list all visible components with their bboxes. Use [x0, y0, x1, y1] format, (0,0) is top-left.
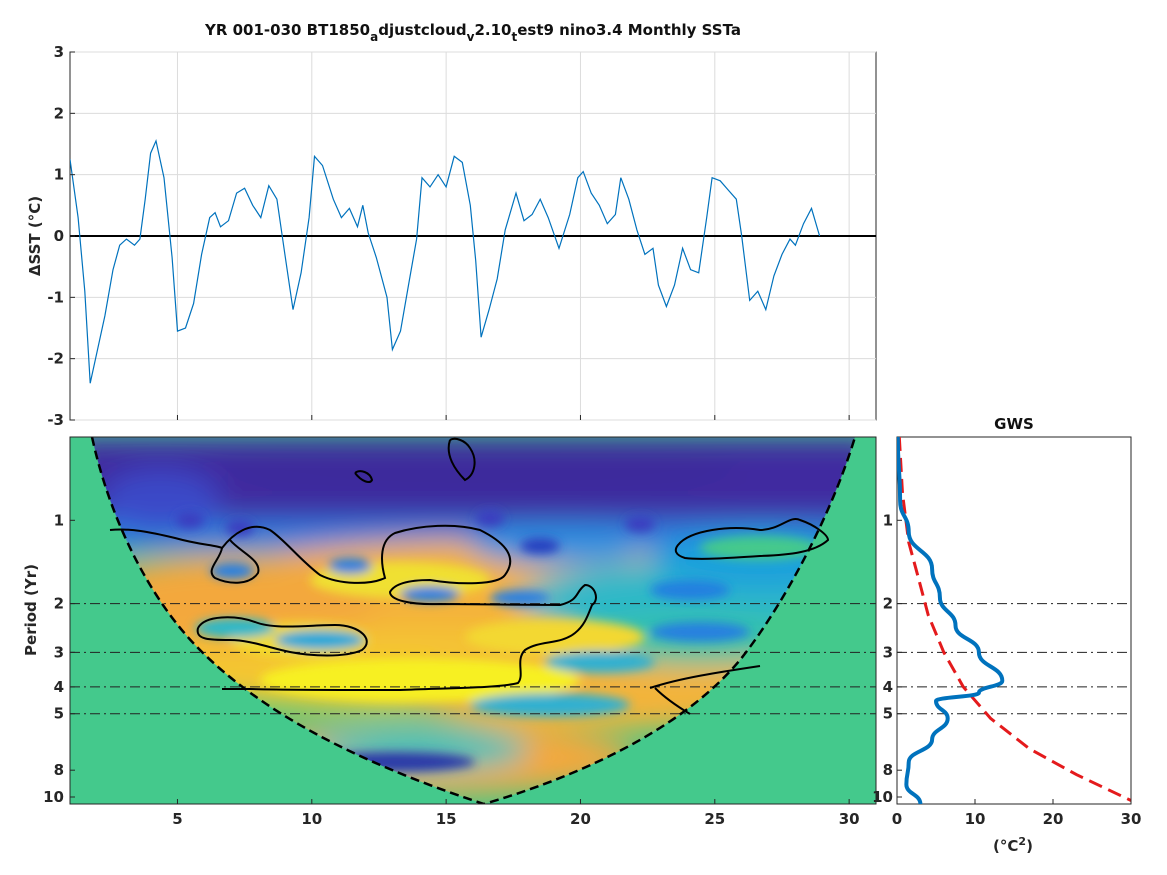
- wavelet-y-tick-label: 4: [54, 678, 64, 696]
- timeseries-y-tick-label: -1: [47, 288, 64, 306]
- gws-y-tick-label: 10: [872, 788, 893, 806]
- gws-x-tick-label: 20: [1043, 810, 1064, 828]
- gws-axes-box: [896, 436, 1132, 805]
- timeseries-y-label: ΔSST (°C): [26, 196, 44, 276]
- figure-title: YR 001-030 BT1850adjustcloudv2.10test9 n…: [204, 21, 741, 44]
- wavelet-x-tick-label: 30: [839, 810, 860, 828]
- wavelet-x-tick-label: 20: [570, 810, 591, 828]
- gws-panel: GWS 1 2 3 4 5 8 10 0 10 20 30 (°C2): [872, 415, 1141, 855]
- gws-x-tick-label: 0: [892, 810, 902, 828]
- wavelet-y-tick-label: 5: [54, 705, 64, 723]
- wavelet-y-tick-label: 2: [54, 595, 64, 613]
- timeseries-y-tick-label: -2: [47, 350, 64, 368]
- wavelet-x-ticks: 5 10 15 20 25 30: [172, 799, 860, 828]
- gws-y-tick-label: 1: [883, 511, 893, 529]
- wavelet-x-tick-label: 25: [704, 810, 725, 828]
- timeseries-panel: 3 2 1 0 -1 -2 -3 ΔSST (°C): [26, 43, 877, 429]
- gws-spectrum-curve: [897, 437, 1005, 804]
- gws-x-label: (°C2): [993, 835, 1033, 855]
- wavelet-x-tick-label: 10: [301, 810, 322, 828]
- timeseries-y-tick-label: 2: [54, 104, 64, 122]
- significance-contours: [109, 437, 830, 715]
- timeseries-y-tick-label: 1: [54, 166, 64, 184]
- timeseries-y-tick-label: -3: [47, 411, 64, 429]
- timeseries-y-tick-label: 3: [54, 43, 64, 61]
- timeseries-y-ticks: 3 2 1 0 -1 -2 -3: [47, 43, 850, 429]
- wavelet-y-tick-label: 1: [54, 511, 64, 529]
- gws-y-tick-label: 2: [883, 595, 893, 613]
- gws-y-tick-label: 8: [883, 761, 893, 779]
- gws-y-ticks: 1 2 3 4 5 8 10: [872, 511, 902, 806]
- gws-reference-lines: [897, 603, 1131, 715]
- gws-x-tick-label: 10: [965, 810, 986, 828]
- gws-y-tick-label: 3: [883, 643, 893, 661]
- gws-x-tick-label: 30: [1121, 810, 1142, 828]
- gws-title: GWS: [994, 415, 1034, 433]
- cone-of-influence-mask: [70, 437, 876, 804]
- gws-y-tick-label: 5: [883, 705, 893, 723]
- wavelet-panel: 1 2 3 4 5 8 10 5 10 15 20 25 30 Period (Yr): [22, 436, 877, 828]
- sst-anomaly-series: [70, 138, 821, 384]
- wavelet-y-ticks: 1 2 3 4 5 8 10: [43, 511, 75, 806]
- wavelet-y-tick-label: 10: [43, 788, 64, 806]
- wavelet-x-tick-label: 5: [172, 810, 182, 828]
- wavelet-y-label: Period (Yr): [22, 564, 40, 656]
- timeseries-y-tick-label: 0: [54, 227, 64, 245]
- wavelet-y-tick-label: 8: [54, 761, 64, 779]
- wavelet-x-tick-label: 15: [436, 810, 457, 828]
- wavelet-power-heatmap: [70, 437, 876, 804]
- wavelet-y-tick-label: 3: [54, 643, 64, 661]
- gws-y-tick-label: 4: [883, 678, 893, 696]
- wavelet-axes-box: [69, 436, 877, 805]
- gws-x-ticks: 0 10 20 30: [892, 799, 1142, 828]
